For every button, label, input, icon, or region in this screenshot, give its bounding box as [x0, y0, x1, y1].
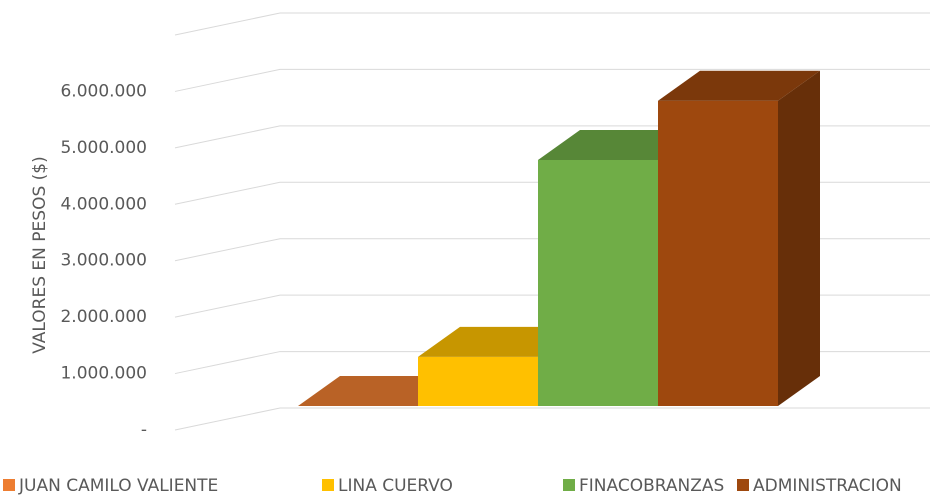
- legend-swatch: [3, 479, 15, 491]
- grid-line: [174, 68, 930, 92]
- y-tick-label: 3.000.000: [60, 251, 147, 271]
- legend-label: ADMINISTRACION: [753, 476, 902, 496]
- bar-front: [538, 159, 658, 406]
- bar-front: [658, 100, 778, 406]
- bar-front: [418, 356, 538, 406]
- y-tick-label: -: [141, 420, 147, 440]
- grid-line: [174, 12, 930, 36]
- y-tick-label: 4.000.000: [60, 194, 147, 214]
- y-tick-label: 2.000.000: [60, 307, 147, 327]
- legend-label: FINACOBRANZAS: [579, 476, 724, 496]
- y-tick-label: 5.000.000: [60, 138, 147, 158]
- y-axis-title: VALORES EN PESOS ($): [30, 156, 50, 353]
- legend-label: LINA CUERVO: [338, 476, 453, 496]
- legend-swatch: [737, 479, 749, 491]
- bar-top: [658, 70, 820, 101]
- y-tick-label: 6.000.000: [60, 81, 147, 101]
- legend-label: JUAN CAMILO VALIENTE: [18, 476, 218, 496]
- y-tick-label: 1.000.000: [60, 364, 147, 384]
- bar-side: [778, 70, 820, 406]
- grid-line: [174, 407, 930, 431]
- legend-swatch: [563, 479, 575, 491]
- legend-swatch: [322, 479, 334, 491]
